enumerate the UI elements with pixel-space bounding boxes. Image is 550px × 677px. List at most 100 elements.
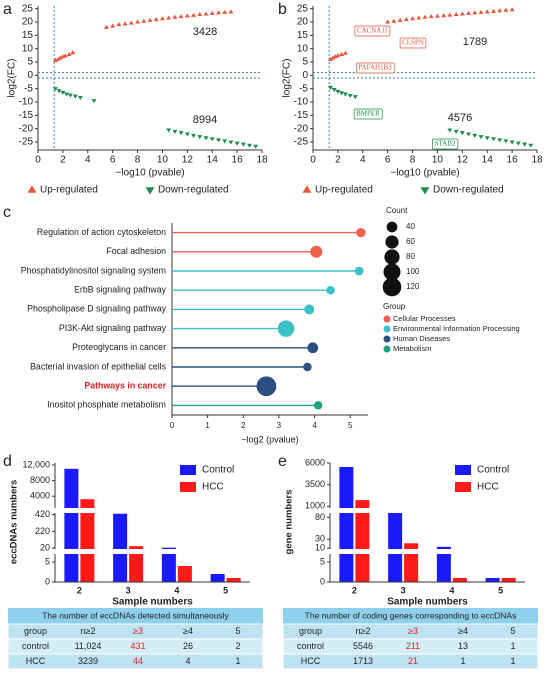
point (472, 133, 478, 138)
point (434, 13, 440, 18)
x-tick-label: 2 (60, 155, 66, 166)
y-tick-label: -10 (294, 97, 309, 108)
table-cell: 3239 (78, 656, 98, 666)
point (56, 89, 62, 94)
y-tick-label: 0 (27, 70, 33, 81)
x-tick-label: 8 (410, 155, 416, 166)
point (339, 91, 345, 96)
legend-label: Down-regulated (158, 185, 229, 196)
lollipop-head (277, 320, 295, 337)
table-title: The number of coding genes corresponding… (305, 610, 517, 620)
bar (161, 547, 176, 549)
point (478, 135, 484, 140)
point (184, 132, 190, 137)
x-tick-label: 4 (85, 155, 91, 166)
x-tick-label: 10 (432, 155, 444, 166)
point (331, 87, 337, 92)
bar (177, 566, 192, 582)
x-tick-label: 4 (360, 155, 366, 166)
bar (80, 554, 95, 582)
point (490, 8, 496, 13)
group-legend-title: Group (383, 302, 406, 311)
point (327, 85, 333, 90)
point (72, 94, 78, 99)
legend-symbol (27, 185, 37, 193)
x-tick-label: 6 (385, 155, 391, 166)
y-tick-label: 5 (302, 57, 308, 68)
x-tick-label: 14 (482, 155, 494, 166)
point (391, 18, 397, 23)
panel: c 0 1 2 3 4 5 −log2 (pvalue) Regulation of actio… (3, 204, 520, 444)
y-tick-label: -25 (294, 137, 309, 148)
table-title: The number of eccDNAs detected simultane… (42, 610, 229, 620)
group-legend-dot (383, 345, 391, 353)
y-tick-label: 5 (27, 57, 33, 68)
point (116, 22, 122, 27)
bar (452, 578, 467, 582)
y-tick-label: 20 (40, 543, 50, 553)
point (466, 10, 472, 15)
point (472, 10, 478, 15)
table-header: n≥2 (81, 626, 96, 636)
bar (404, 554, 419, 582)
point (228, 140, 234, 145)
bar (436, 554, 451, 582)
lollipop-head (310, 245, 323, 258)
panel-letter: e (278, 453, 287, 470)
point (428, 14, 434, 19)
x-tick-label: 6 (110, 155, 116, 166)
y-tick-label: 10 (315, 542, 325, 552)
point (253, 144, 259, 149)
x-tick-label: 0 (310, 155, 316, 166)
point (528, 143, 534, 148)
y-tick-label: 5 (320, 556, 325, 566)
point (342, 92, 348, 97)
point (60, 90, 66, 95)
lollipop-head (256, 376, 277, 397)
table-cell: 4 (185, 656, 190, 666)
point (122, 21, 128, 26)
bar (80, 513, 95, 549)
x-tick-label: 10 (157, 155, 169, 166)
bar (64, 513, 79, 549)
group-legend-dot (383, 325, 391, 333)
y-tick-label: -5 (299, 83, 308, 94)
table-cell: 2 (235, 641, 240, 651)
y-tick-label: 80 (315, 512, 325, 522)
y-tick-label: 5 (45, 556, 50, 566)
point (57, 55, 63, 60)
size-legend-title: Count (386, 206, 408, 215)
point (191, 133, 197, 138)
point (453, 129, 459, 134)
table-cell: 1 (460, 656, 465, 666)
point (330, 55, 336, 60)
point (339, 52, 345, 57)
point (515, 141, 521, 146)
y-tick-label: 220 (35, 526, 50, 536)
point (234, 141, 240, 146)
bar (339, 513, 354, 549)
y-tick-label: -20 (294, 123, 309, 134)
y-axis-label: log2(FC) (7, 59, 18, 98)
point (62, 53, 68, 58)
point (503, 7, 509, 12)
group-legend-label: Human Diseases (393, 334, 450, 343)
legend-symbol (420, 187, 430, 195)
point (191, 12, 197, 17)
x-axis-label: −log2 (pvalue) (241, 434, 298, 444)
point (64, 92, 70, 97)
point (509, 7, 515, 12)
category-label: Phosphatidylinositol signaling system (21, 265, 166, 275)
x-tick-label: 2 (352, 585, 357, 595)
y-tick-label: 0 (302, 70, 308, 81)
bar (113, 513, 128, 549)
point (103, 24, 109, 29)
x-tick-label: 2 (241, 421, 246, 430)
y-tick-label: 20 (297, 17, 309, 28)
x-tick-label: 4 (312, 421, 317, 430)
group-legend-label: Metabolism (393, 344, 431, 353)
y-tick-label: 25 (22, 3, 34, 14)
y-tick-label: 3500 (305, 479, 325, 489)
point (490, 137, 496, 142)
point (110, 23, 116, 28)
